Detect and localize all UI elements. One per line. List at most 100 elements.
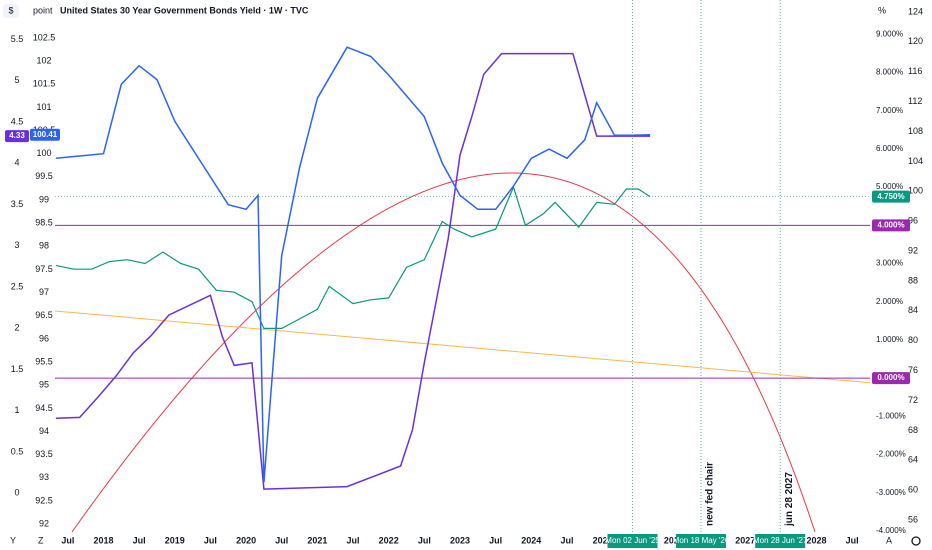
y-tick-label: 8.000% <box>876 68 903 77</box>
x-tick-label: Jul <box>61 535 74 545</box>
toolbar-button[interactable]: Y <box>10 535 16 545</box>
y4-tick-label: 94 <box>39 426 49 436</box>
y-tick-label: 7.000% <box>876 106 903 115</box>
chart-title: United States 30 Year Government Bonds Y… <box>60 5 309 15</box>
level-label-bg <box>872 372 910 385</box>
left-header: point <box>33 5 53 15</box>
currency-icon: $ <box>8 5 13 15</box>
last-value-label: 100.41 <box>33 130 58 139</box>
y-tick-label: -3.000% <box>876 488 906 497</box>
y3-tick-label: 1 <box>14 405 19 415</box>
level-label: 4.000% <box>877 220 904 229</box>
y2-tick-label: 76 <box>908 365 918 375</box>
y4-tick-label: 95.5 <box>35 356 53 366</box>
x-tick-label: 2024 <box>521 535 541 545</box>
y-tick-label: 5.000% <box>876 182 903 191</box>
y-tick-label: 1.000% <box>876 335 903 344</box>
y3-tick-label: 1.5 <box>11 364 24 374</box>
y2-tick-label: 116 <box>908 66 922 76</box>
series-line <box>55 185 651 329</box>
x-tick-label: Jul <box>489 535 502 545</box>
level-label-bg <box>872 219 910 232</box>
right-axis-bg <box>870 20 932 532</box>
y4-tick-label: 93 <box>39 472 49 482</box>
y2-tick-label: 108 <box>908 126 923 136</box>
parabola-drawing <box>71 172 816 533</box>
y4-tick-label: 93.5 <box>35 449 53 459</box>
y4-tick-label: 94.5 <box>35 403 53 413</box>
trend-line <box>54 310 931 389</box>
y-tick-label: -4.000% <box>876 526 906 535</box>
series-line <box>55 46 651 483</box>
last-value-label: 4.750% <box>877 192 904 201</box>
y2-tick-label: 56 <box>908 514 918 524</box>
x-tick-label: 2027 <box>735 535 755 545</box>
x-tick-label: Jul <box>133 535 146 545</box>
y4-tick-label: 99.5 <box>35 171 53 181</box>
y3-tick-label: 5.5 <box>11 34 24 44</box>
x-tick-label: 2028 <box>807 535 827 545</box>
y4-tick-label: 101.5 <box>33 79 56 89</box>
y3-tick-label: 0 <box>14 488 19 498</box>
marker-label: Mon 28 Jun '27 <box>753 536 808 545</box>
last-value-label-bg <box>30 128 60 141</box>
x-tick-label: Jul <box>347 535 360 545</box>
y4-tick-label: 101 <box>36 102 51 112</box>
y2-tick-label: 88 <box>908 275 918 285</box>
marker-label-bg <box>676 534 727 548</box>
y2-tick-label: 112 <box>908 96 922 106</box>
y2-tick-label: 124 <box>908 6 923 16</box>
y2-tick-label: 120 <box>908 36 923 46</box>
currency-button[interactable] <box>3 4 19 18</box>
y4-tick-label: 98 <box>39 241 49 251</box>
y3-tick-label: 4 <box>14 158 19 168</box>
y2-tick-label: 68 <box>908 425 918 435</box>
x-tick-label: 2025 <box>593 535 613 545</box>
y2-tick-label: 84 <box>908 305 918 315</box>
y4-tick-label: 97 <box>39 287 49 297</box>
y2-tick-label: 92 <box>908 245 918 255</box>
last-value-label-bg <box>5 130 29 143</box>
y4-tick-label: 102.5 <box>33 32 56 42</box>
x-tick-label: Jul <box>560 535 573 545</box>
y-tick-label: 3.000% <box>876 259 903 268</box>
y2-tick-label: 100 <box>908 186 923 196</box>
x-tick-label: 2026 <box>664 535 684 545</box>
y-tick-label: 9.000% <box>876 29 903 38</box>
x-tick-label: Jul <box>275 535 288 545</box>
y-tick-label: -1.000% <box>876 411 906 420</box>
y3-tick-label: 3.5 <box>11 199 24 209</box>
y4-tick-label: 100 <box>36 148 51 158</box>
y3-tick-label: 2.5 <box>11 281 24 291</box>
y4-tick-label: 102 <box>36 55 51 65</box>
y3-tick-label: 2 <box>14 323 19 333</box>
right-header[interactable]: % <box>878 5 886 15</box>
marker-label: Mon 18 May '26 <box>673 536 730 545</box>
y3-tick-label: 4.5 <box>11 116 24 126</box>
y2-tick-label: 96 <box>908 216 918 226</box>
y-tick-label: -2.000% <box>876 450 906 459</box>
y2-tick-label: 64 <box>908 455 918 465</box>
last-value-label-bg <box>872 190 910 203</box>
toolbar-button[interactable]: Z <box>38 535 44 545</box>
y4-tick-label: 96.5 <box>35 310 53 320</box>
x-tick-label: Jul <box>204 535 217 545</box>
y4-tick-label: 98.5 <box>35 218 53 228</box>
y-tick-label: 6.000% <box>876 144 903 153</box>
series-line <box>55 52 651 490</box>
x-tick-label: 2018 <box>93 535 113 545</box>
settings-icon[interactable] <box>911 536 921 546</box>
x-tick-label: 2020 <box>236 535 256 545</box>
marker-label-bg <box>607 534 658 548</box>
toolbar-button[interactable]: A <box>886 535 892 545</box>
y4-tick-label: 92 <box>39 519 49 529</box>
marker-annotation: jun 28 2027 <box>784 472 795 527</box>
x-tick-label: 2022 <box>379 535 399 545</box>
y4-tick-label: 95 <box>39 380 49 390</box>
y3-tick-label: 5 <box>14 75 19 85</box>
x-tick-label: Jul <box>418 535 431 545</box>
y-tick-label: 2.000% <box>876 297 903 306</box>
last-value-label: 4.33 <box>9 131 25 140</box>
level-label: 0.000% <box>877 373 904 382</box>
